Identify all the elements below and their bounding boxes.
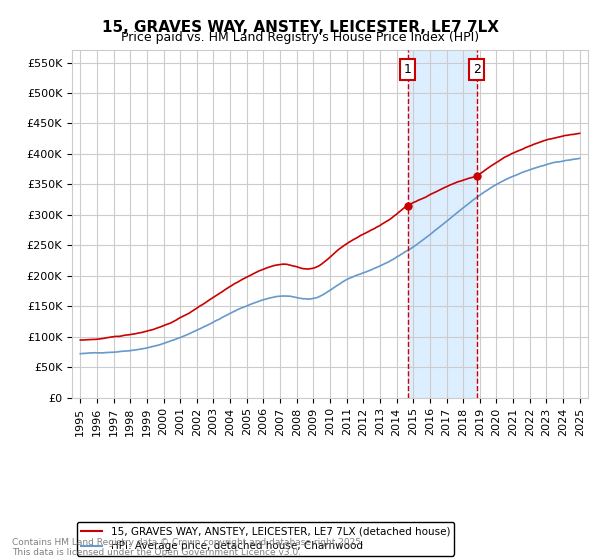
Bar bbox=[407, 50, 477, 398]
Text: 1: 1 bbox=[404, 63, 412, 76]
Text: Contains HM Land Registry data © Crown copyright and database right 2025.
This d: Contains HM Land Registry data © Crown c… bbox=[12, 538, 364, 557]
Text: 15, GRAVES WAY, ANSTEY, LEICESTER, LE7 7LX: 15, GRAVES WAY, ANSTEY, LEICESTER, LE7 7… bbox=[101, 20, 499, 35]
Legend: 15, GRAVES WAY, ANSTEY, LEICESTER, LE7 7LX (detached house), HPI: Average price,: 15, GRAVES WAY, ANSTEY, LEICESTER, LE7 7… bbox=[77, 522, 454, 556]
Text: 2: 2 bbox=[473, 63, 481, 76]
Text: Price paid vs. HM Land Registry's House Price Index (HPI): Price paid vs. HM Land Registry's House … bbox=[121, 31, 479, 44]
